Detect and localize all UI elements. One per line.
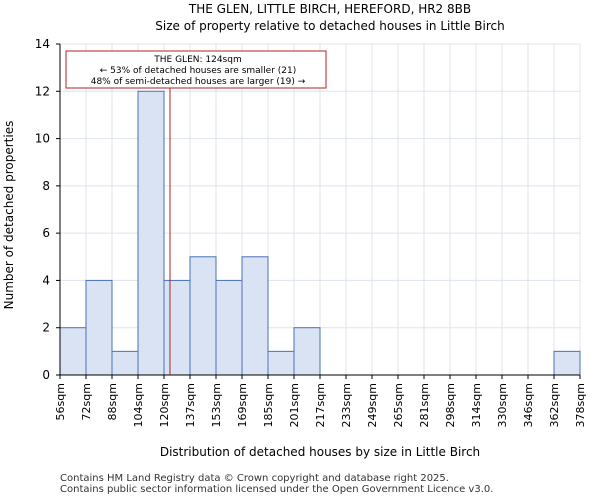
x-tick-label: 56sqm bbox=[54, 383, 67, 420]
y-axis-label: Number of detached properties bbox=[2, 121, 16, 310]
y-tick-label: 12 bbox=[35, 84, 50, 98]
y-tick-label: 14 bbox=[35, 37, 50, 51]
bar-88sqm bbox=[111, 350, 139, 376]
bar-104sqm bbox=[137, 90, 165, 376]
x-tick-label: 281sqm bbox=[418, 383, 431, 427]
x-tick-label: 137sqm bbox=[184, 383, 197, 427]
y-tick-label: 4 bbox=[42, 273, 50, 287]
x-tick-label: 378sqm bbox=[574, 383, 587, 427]
bar-185sqm bbox=[267, 350, 295, 376]
x-axis-label: Distribution of detached houses by size … bbox=[160, 445, 480, 459]
x-tick-label: 169sqm bbox=[236, 383, 249, 427]
histogram-chart: THE GLEN, LITTLE BIRCH, HEREFORD, HR2 8B… bbox=[2, 2, 587, 459]
bar-72sqm bbox=[85, 279, 113, 376]
annotation-box bbox=[65, 50, 327, 89]
annotation-smaller: ← 53% of detached houses are smaller (21… bbox=[100, 66, 297, 76]
x-tick-label: 362sqm bbox=[548, 383, 561, 427]
chart-title: THE GLEN, LITTLE BIRCH, HEREFORD, HR2 8B… bbox=[188, 2, 471, 16]
y-tick-label: 10 bbox=[35, 132, 50, 146]
x-tick-label: 72sqm bbox=[80, 383, 93, 420]
x-tick-label: 88sqm bbox=[106, 383, 119, 420]
bar-120sqm bbox=[163, 279, 191, 376]
y-tick-label: 0 bbox=[42, 368, 50, 382]
x-tick-label: 346sqm bbox=[522, 383, 535, 427]
bar-56sqm bbox=[59, 327, 87, 376]
footer-licence: Contains public sector information licen… bbox=[60, 484, 494, 495]
y-tick-label: 2 bbox=[42, 321, 50, 335]
y-tick-label: 8 bbox=[42, 179, 50, 193]
x-tick-label: 330sqm bbox=[496, 383, 509, 427]
x-tick-label: 298sqm bbox=[444, 383, 457, 427]
footer-copyright: Contains HM Land Registry data © Crown c… bbox=[60, 473, 449, 484]
bar-137sqm bbox=[189, 256, 217, 376]
x-tick-label: 201sqm bbox=[288, 383, 301, 427]
x-tick-label: 104sqm bbox=[132, 383, 145, 427]
x-tick-label: 233sqm bbox=[340, 383, 353, 427]
x-tick-label: 265sqm bbox=[392, 383, 405, 427]
annotation-label: THE GLEN: 124sqm bbox=[153, 55, 241, 65]
x-tick-label: 120sqm bbox=[158, 383, 171, 427]
x-tick-label: 217sqm bbox=[314, 383, 327, 427]
chart-subtitle: Size of property relative to detached ho… bbox=[155, 19, 504, 33]
bars-group bbox=[59, 90, 581, 376]
x-tick-label: 314sqm bbox=[470, 383, 483, 427]
annotation-larger: 48% of semi-detached houses are larger (… bbox=[91, 77, 306, 87]
bar-169sqm bbox=[241, 256, 269, 376]
y-tick-labels: 0 2 4 6 8 10 12 14 bbox=[35, 37, 60, 382]
bar-362sqm bbox=[553, 350, 581, 376]
x-tick-labels: 56sqm 72sqm 88sqm 104sqm 120sqm 137sqm 153sqm 1… bbox=[54, 375, 587, 427]
x-tick-label: 185sqm bbox=[262, 383, 275, 427]
y-tick-label: 6 bbox=[42, 226, 50, 240]
bar-201sqm bbox=[293, 327, 321, 376]
x-tick-label: 153sqm bbox=[210, 383, 223, 427]
bar-153sqm bbox=[215, 279, 243, 376]
x-tick-label: 249sqm bbox=[366, 383, 379, 427]
